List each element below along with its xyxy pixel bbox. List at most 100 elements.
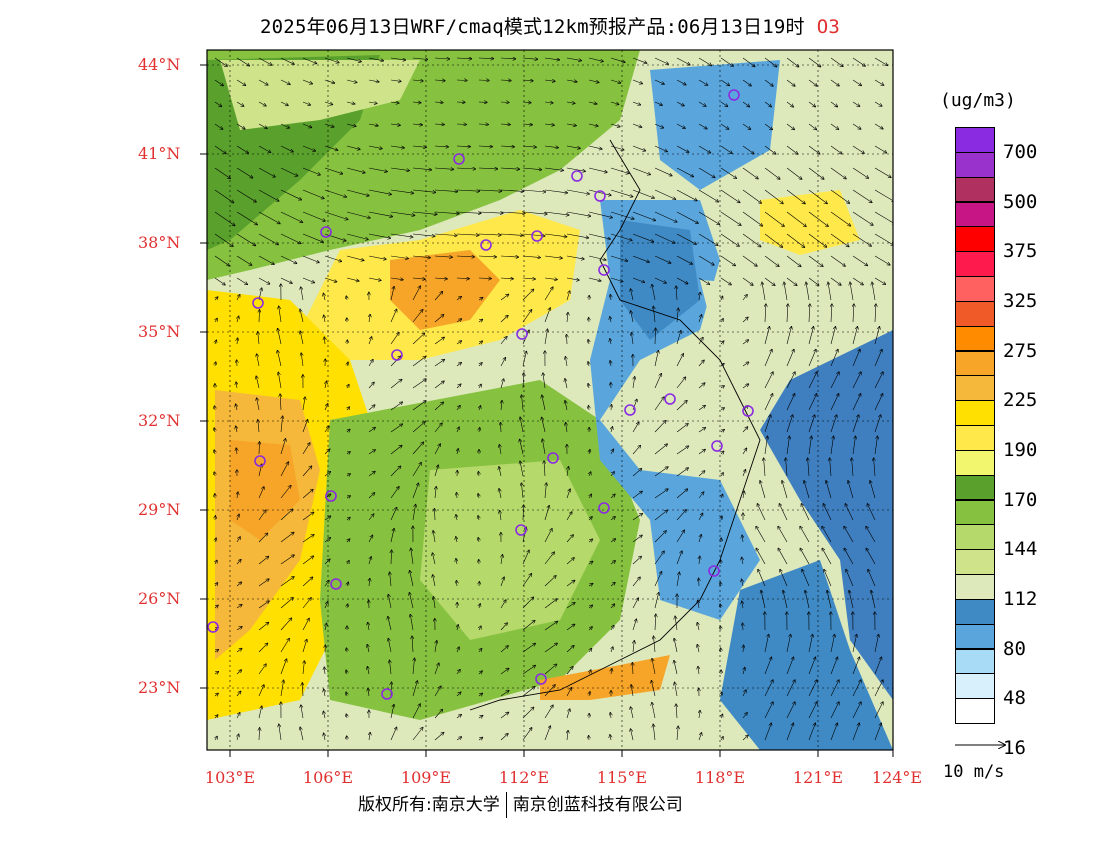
lat-label-41: 41°N <box>138 144 181 163</box>
wind-arrow <box>720 167 736 178</box>
wind-arrow <box>852 372 861 389</box>
wind-arrow <box>698 57 712 66</box>
wind-arrow <box>324 559 330 565</box>
wind-arrow <box>391 550 392 565</box>
wind-arrow <box>302 277 314 283</box>
wind-arrow <box>610 583 615 587</box>
wind-arrow <box>302 233 323 242</box>
legend-swatch <box>955 151 995 178</box>
wind-arrow <box>610 561 615 565</box>
legend-level-label: 112 <box>1003 587 1038 610</box>
wind-arrow <box>412 278 425 279</box>
wind-arrow <box>874 394 883 411</box>
wind-arrow <box>544 278 557 280</box>
wind-arrow <box>676 401 687 411</box>
legend-swatch <box>955 673 995 700</box>
wind-arrow <box>368 102 377 104</box>
wind-arrow <box>654 167 672 176</box>
wind-arrow <box>764 327 770 345</box>
wind-arrow <box>830 436 834 455</box>
wind-arrow <box>720 277 731 285</box>
wind-arrow <box>523 373 524 389</box>
wind-arrow <box>676 101 684 106</box>
wind-arrow <box>610 79 621 83</box>
wind-arrow <box>456 406 460 411</box>
wind-arrow <box>237 316 239 323</box>
wind-arrow <box>632 663 633 675</box>
wind-arrow <box>500 294 509 301</box>
wind-arrow <box>236 255 252 265</box>
wind-arrow <box>302 598 311 609</box>
legend-swatch <box>955 127 995 153</box>
wind-arrow <box>412 379 426 389</box>
wind-arrow <box>300 331 304 345</box>
city-marker <box>453 153 465 165</box>
wind-arrow <box>302 123 312 128</box>
wind-arrow <box>852 233 871 246</box>
wind-arrow <box>830 233 849 247</box>
wind-arrow <box>852 394 861 411</box>
wind-arrow <box>676 145 689 152</box>
wind-arrow <box>214 255 229 266</box>
wind-arrow <box>367 645 369 653</box>
wind-arrow <box>654 123 664 128</box>
lon-label-106: 106°E <box>302 768 354 787</box>
chart-title: 2025年06月13日WRF/cmaq模式12km预报产品:06月13日19时 O… <box>0 12 1100 39</box>
wind-arrow <box>324 255 342 261</box>
wind-arrow <box>324 277 337 282</box>
copyright-company: 南京创蓝科技有限公司 <box>512 795 683 815</box>
wind-arrow <box>721 714 723 719</box>
wind-arrow <box>324 167 343 174</box>
wind-arrow <box>347 385 349 389</box>
wind-arrow <box>651 681 656 697</box>
wind-arrow <box>368 80 379 82</box>
wind-arrow <box>390 379 402 389</box>
wind-arrow <box>500 80 511 81</box>
wind-arrow <box>280 167 298 176</box>
wind-arrow <box>501 423 502 433</box>
wind-arrow <box>850 282 854 301</box>
wind-arrow <box>215 715 218 718</box>
wind-arrow <box>409 593 414 609</box>
wind-arrow <box>676 551 682 565</box>
wind-arrow <box>742 295 747 301</box>
wind-arrow <box>434 423 442 433</box>
wind-arrow <box>522 550 529 565</box>
wind-arrow <box>456 212 481 213</box>
wind-arrow <box>567 313 568 323</box>
wind-arrow <box>698 383 705 389</box>
wind-arrow <box>456 297 461 301</box>
wind-arrow <box>281 416 283 433</box>
legend-level-label: 275 <box>1003 339 1038 362</box>
wind-arrow <box>874 57 888 66</box>
wind-arrow <box>544 529 552 543</box>
wind-arrow <box>610 255 628 261</box>
wind-arrow <box>653 306 655 323</box>
wind-arrow <box>566 277 579 280</box>
wind-arrow <box>522 211 547 214</box>
wind-arrow <box>742 101 750 107</box>
wind-arrow <box>434 381 444 389</box>
legend-swatch <box>955 176 995 203</box>
wind-arrow <box>346 255 364 260</box>
wind-arrow <box>828 282 832 301</box>
wind-arrow <box>543 373 546 389</box>
wind-arrow <box>742 470 746 477</box>
wind-arrow <box>808 327 814 345</box>
wind-arrow <box>324 233 346 241</box>
wind-arrow <box>721 451 724 454</box>
wind-arrow <box>831 304 832 323</box>
wind-arrow <box>258 123 267 129</box>
wind-arrow <box>346 670 347 675</box>
wind-arrow <box>346 277 359 281</box>
wind-arrow <box>478 693 483 696</box>
wind-arrow <box>479 363 482 367</box>
lon-label-115: 115°E <box>596 768 648 787</box>
wind-arrow <box>631 333 633 345</box>
wind-arrow <box>500 168 520 169</box>
wind-arrow <box>324 538 330 543</box>
wind-arrow <box>588 340 589 345</box>
wind-arrow <box>826 481 832 499</box>
wind-arrow <box>390 287 394 301</box>
wind-arrow <box>654 255 671 263</box>
